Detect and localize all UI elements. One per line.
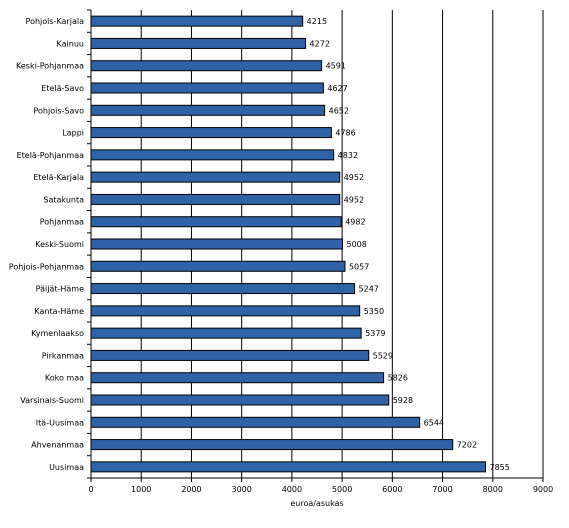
x-tick-label: 6000 [382,485,402,494]
x-axis: 0 1000 2000 3000 4000 5000 6000 7000 8000 9000 [87,9,553,494]
value-label: 4952 [344,173,364,182]
x-tick-label: 3000 [231,485,251,494]
value-label: 4952 [344,195,364,204]
x-tick-label: 8000 [483,485,503,494]
bar [90,149,335,161]
bar [90,283,356,295]
bar [90,127,332,139]
x-tick-label: 7000 [432,485,452,494]
value-label: 5529 [373,351,393,360]
value-label: 4627 [327,84,347,93]
category-label: Etelä-Karjala [33,173,84,182]
bar [90,305,361,317]
bar [90,104,326,116]
x-tick-label: 9000 [533,485,553,494]
x-tick-label: 4000 [282,485,302,494]
bar [90,216,342,228]
value-label: 7855 [489,463,509,472]
bar [90,37,307,49]
value-label: 5379 [365,329,385,338]
value-label: 4652 [329,106,349,115]
value-label: 6544 [424,418,444,427]
category-label: Keski-Pohjanmaa [16,62,84,71]
value-label: 4272 [310,39,330,48]
bar [90,416,421,428]
category-label: Itä-Uusimaa [36,418,84,427]
bar [90,15,304,27]
x-tick-label: 5000 [332,485,352,494]
category-label: Etelä-Pohjanmaa [17,151,85,160]
category-label: Etelä-Savo [41,84,84,93]
value-label: 4215 [307,17,327,26]
category-label: Varsinais-Suomi [20,396,84,405]
category-labels: Pohjois-Karjala Kainuu Keski-Pohjanmaa Etel… [9,17,84,472]
x-axis-title: euroa/asukas [290,499,343,508]
category-label: Uusimaa [49,463,84,472]
bar [90,394,390,406]
category-label: Lappi [62,129,84,138]
value-label: 4982 [345,218,365,227]
category-label: Pirkanmaa [42,351,84,360]
x-tick-label: 1000 [131,485,151,494]
bar [90,327,362,339]
x-tick-label: 0 [88,485,93,494]
category-label: Pohjois-Savo [33,106,84,115]
category-label: Pohjanmaa [40,218,84,227]
bar [90,193,341,205]
bar [90,349,370,361]
value-label: 5826 [388,374,408,383]
value-labels: 4215 4272 4591 4627 4652 4786 4832 4952 4952 4982… [307,17,510,472]
value-label: 4786 [335,129,355,138]
bar [90,260,346,272]
bar [90,171,341,183]
x-tick-label: 2000 [181,485,201,494]
value-label: 5350 [364,307,384,316]
bar [90,461,486,473]
value-label: 5247 [359,285,379,294]
bar [90,60,323,72]
category-label: Ahvenanmaa [31,441,84,450]
bar [90,372,385,384]
value-label: 5057 [349,262,369,271]
value-label: 5008 [347,240,367,249]
bar [90,82,324,94]
category-label: Keski-Suomi [35,240,84,249]
category-label: Kainuu [57,39,84,48]
category-label: Satakunta [43,195,84,204]
category-label: Kymenlaakso [31,329,84,338]
category-label: Päijät-Häme [36,285,84,294]
category-label: Pohjois-Pohjanmaa [9,262,84,271]
bar [90,439,454,451]
category-label: Koko maa [45,374,84,383]
bar [90,238,344,250]
value-label: 4591 [326,62,346,71]
value-label: 5928 [393,396,413,405]
value-label: 7202 [457,441,477,450]
category-label: Kanta-Häme [34,307,84,316]
value-label: 4832 [338,151,358,160]
category-label: Pohjois-Karjala [26,17,85,26]
